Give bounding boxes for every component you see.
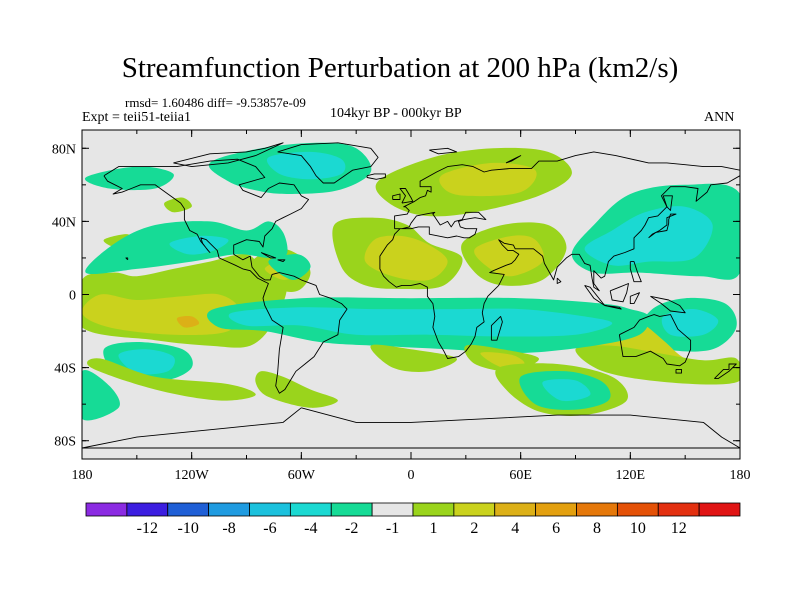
x-tick-label: 60W bbox=[288, 468, 316, 483]
x-tick-label: 0 bbox=[408, 468, 415, 483]
season-label: ANN bbox=[704, 110, 735, 125]
field-contour-region bbox=[584, 206, 713, 266]
map-axes: 80N 40N 0 40S 80S 180 120W 60W 0 60E 120E 180 bbox=[52, 130, 751, 483]
coastline bbox=[662, 195, 673, 211]
y-tick-label: 80S bbox=[54, 435, 76, 450]
coastline bbox=[103, 158, 348, 394]
coastline bbox=[379, 151, 740, 359]
coastline bbox=[609, 283, 629, 303]
colorbar-label: -8 bbox=[222, 520, 235, 537]
coastline bbox=[277, 142, 379, 184]
y-tick-label: 80N bbox=[52, 142, 76, 157]
colorbar-swatch bbox=[698, 502, 741, 517]
experiment-label: Expt = teii51-teiia1 bbox=[82, 110, 191, 125]
colorbar-label: 2 bbox=[470, 520, 478, 537]
colorbar-label: -10 bbox=[178, 520, 199, 537]
coastline bbox=[650, 295, 686, 314]
rmsd-diff-label: rmsd= 1.60486 diff= -9.53857e-09 bbox=[125, 95, 306, 110]
colorbar-label: 1 bbox=[429, 520, 437, 537]
field-contour-region bbox=[480, 352, 525, 369]
field-contour-region bbox=[474, 235, 544, 277]
colorbar-swatch bbox=[412, 502, 455, 517]
coastline bbox=[675, 368, 682, 374]
coastline bbox=[490, 315, 503, 341]
coastline bbox=[714, 363, 737, 380]
field-contour-region bbox=[575, 345, 740, 385]
coastline bbox=[277, 259, 286, 263]
colorbar-label: 4 bbox=[511, 520, 519, 537]
field-contour-region bbox=[255, 371, 338, 408]
colorbar-swatch bbox=[616, 502, 659, 517]
coastline bbox=[505, 155, 522, 164]
field-contour-region bbox=[164, 197, 192, 213]
colorbar-swatch bbox=[249, 502, 291, 517]
x-tick-label: 120W bbox=[175, 468, 210, 483]
streamfunction-field bbox=[82, 142, 740, 421]
colorbar: -12 -10 -8 -6 -4 -2 -1 1 2 4 6 8 10 12 bbox=[85, 502, 741, 537]
colorbar-swatch bbox=[576, 502, 618, 517]
field-contour-region bbox=[266, 151, 346, 180]
colorbar-label: -12 bbox=[137, 520, 158, 537]
field-contour-region bbox=[542, 379, 591, 402]
x-tick-label: 180 bbox=[72, 468, 93, 483]
coastline bbox=[399, 188, 414, 204]
field-contour-region bbox=[118, 349, 175, 375]
field-contour-region bbox=[364, 235, 448, 281]
colorbar-swatch bbox=[289, 502, 332, 517]
y-tick-label: 40N bbox=[52, 215, 76, 230]
y-tick-label: 0 bbox=[69, 289, 76, 304]
colorbar-swatch bbox=[208, 502, 250, 517]
colorbar-swatch bbox=[494, 502, 537, 517]
colorbar-swatch bbox=[453, 502, 496, 517]
colorbar-label: 8 bbox=[593, 520, 601, 537]
colorbar-swatch bbox=[535, 502, 577, 517]
colorbar-label: 10 bbox=[630, 520, 646, 537]
coastline bbox=[82, 407, 740, 449]
coastline bbox=[629, 261, 642, 283]
field-contour-region bbox=[228, 307, 613, 337]
field-contour-region bbox=[661, 309, 719, 337]
colorbar-swatch bbox=[126, 502, 169, 517]
colorbar-label: -2 bbox=[345, 520, 358, 537]
field-contour-region bbox=[82, 370, 120, 421]
colorbar-swatch bbox=[167, 502, 210, 517]
colorbar-swatch bbox=[330, 502, 373, 517]
coastline bbox=[429, 147, 458, 155]
coastline bbox=[556, 277, 562, 284]
coastline bbox=[366, 173, 386, 180]
coastlines bbox=[82, 142, 740, 449]
colorbar-label: -4 bbox=[304, 520, 317, 537]
x-tick-label: 60E bbox=[509, 468, 532, 483]
coastline bbox=[618, 314, 692, 367]
colorbar-swatch bbox=[371, 502, 414, 517]
plot-title: Streamfunction Perturbation at 200 hPa (… bbox=[121, 52, 679, 84]
y-tick-label: 40S bbox=[54, 362, 76, 377]
period-label: 104kyr BP - 000kyr BP bbox=[330, 106, 462, 121]
coastline bbox=[260, 252, 277, 259]
x-tick-label: 180 bbox=[730, 468, 751, 483]
coastline bbox=[125, 257, 129, 261]
colorbar-label: -6 bbox=[263, 520, 276, 537]
colorbar-swatch bbox=[657, 502, 700, 517]
field-contour-region bbox=[87, 358, 256, 401]
coastline bbox=[173, 142, 284, 168]
field-contour-region bbox=[82, 293, 240, 335]
colorbar-label: -1 bbox=[386, 520, 399, 537]
field-contour-region bbox=[169, 235, 229, 255]
coastline bbox=[629, 292, 640, 305]
colorbar-label: 6 bbox=[552, 520, 560, 537]
coastline bbox=[648, 213, 677, 239]
colorbar-swatch bbox=[85, 502, 128, 517]
x-tick-label: 120E bbox=[616, 468, 646, 483]
colorbar-label: 12 bbox=[671, 520, 687, 537]
field-contour-region bbox=[176, 316, 200, 328]
field-contour-region bbox=[439, 162, 537, 197]
field-contour-region bbox=[84, 166, 174, 191]
coastline bbox=[604, 305, 622, 310]
coastline bbox=[392, 193, 401, 200]
field-contour-region bbox=[370, 344, 458, 372]
